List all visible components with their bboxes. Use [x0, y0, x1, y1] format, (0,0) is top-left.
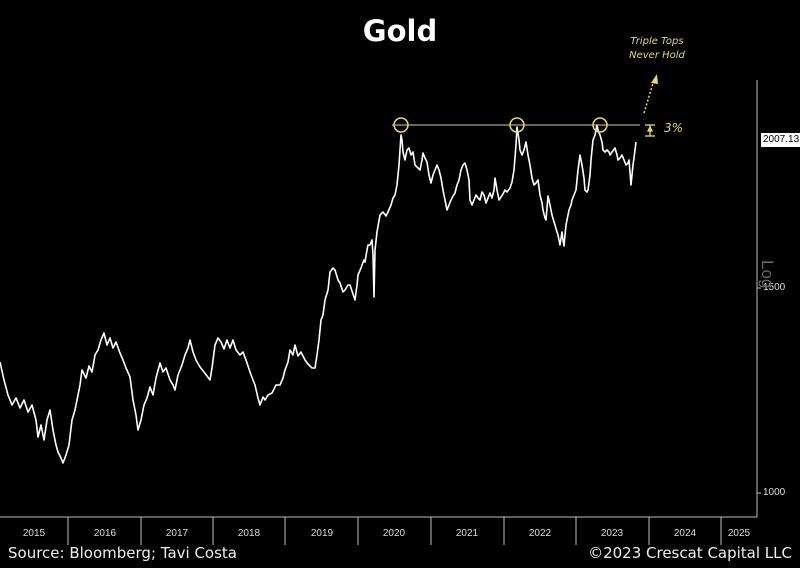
source-text: Source: Bloomberg; Tavi Costa — [8, 544, 237, 562]
top-circle-3 — [592, 117, 608, 133]
pct-bracket-icon — [645, 124, 655, 137]
xtick-2017: 2017 — [165, 528, 189, 539]
xtick-2023: 2023 — [600, 528, 624, 539]
last-value-label: 2007.13 — [761, 133, 800, 147]
xtick-2015: 2015 — [22, 528, 46, 539]
xtick-2025: 2025 — [727, 528, 751, 539]
top-circle-2 — [509, 117, 525, 133]
xtick-2019: 2019 — [310, 528, 334, 539]
annotation-line-1: Triple Tops — [630, 36, 684, 47]
xtick-2020: 2020 — [382, 528, 406, 539]
xtick-2016: 2016 — [93, 528, 117, 539]
annotation-text: Triple Tops Never Hold — [612, 35, 702, 63]
copyright-text: ©2023 Crescat Capital LLC — [588, 544, 792, 562]
ytick-1500: 1500 — [763, 282, 786, 293]
xtick-2018: 2018 — [237, 528, 261, 539]
x-axis-dividers — [67, 517, 722, 545]
gold-price-line — [0, 124, 637, 464]
chart-title: Gold — [362, 14, 438, 48]
xtick-2021: 2021 — [455, 528, 479, 539]
y-axis-label: Log — [758, 260, 777, 289]
pct-label: 3% — [664, 121, 684, 135]
xtick-2024: 2024 — [673, 528, 697, 539]
xtick-2022: 2022 — [528, 528, 552, 539]
annotation-line-2: Never Hold — [629, 50, 685, 61]
ytick-1000: 1000 — [763, 487, 786, 498]
top-circle-1 — [393, 117, 409, 133]
arrow-icon — [643, 79, 655, 114]
arrow-head-icon — [651, 74, 658, 84]
